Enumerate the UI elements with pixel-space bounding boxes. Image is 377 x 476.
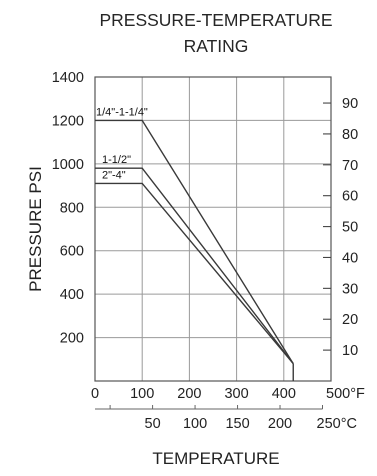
y-axis-right-ticks: 10 20 30 40 50 60 70 80 90	[323, 96, 358, 359]
series-label-3: 2"-4"	[102, 169, 126, 181]
x-tick-label-f: 400	[272, 386, 296, 402]
y-tick-label-right: 20	[342, 312, 358, 328]
x-tick-label-c: 50	[145, 416, 161, 432]
series-labels: 1/4"-1-1/4" 1-1/2" 2"-4"	[96, 106, 148, 181]
x-tick-label-c: 150	[225, 416, 249, 432]
y-tick-label-right: 50	[342, 220, 358, 236]
y-tick-label-left: 1400	[52, 70, 84, 86]
y-axis-left-ticks: 200 400 600 800 1000 1200 1400	[52, 70, 84, 347]
series-line-1	[95, 119, 294, 364]
y-tick-label-left: 400	[60, 287, 84, 303]
x-tick-label-f: 500°F	[326, 386, 365, 402]
x-tick-label-f: 0	[91, 386, 99, 402]
y-tick-label-right: 40	[342, 250, 358, 266]
series-label-2: 1-1/2"	[102, 154, 131, 166]
series-line-2	[95, 167, 294, 365]
y-tick-label-right: 10	[342, 343, 358, 359]
y-tick-label-right: 80	[342, 127, 358, 143]
plot-frame	[94, 76, 332, 382]
y-tick-label-right: 90	[342, 96, 358, 112]
x-tick-label-c: 200	[268, 416, 292, 432]
x-tick-label-f: 300	[224, 386, 248, 402]
y-axis-label: PRESSURE PSI	[26, 166, 45, 292]
y-tick-label-right: 70	[342, 158, 358, 174]
y-tick-label-left: 200	[60, 331, 84, 347]
plot-grid	[95, 77, 331, 381]
y-tick-label-left: 1200	[52, 113, 84, 129]
x-axis-fahrenheit-ticks: 0 100 200 300 400 500°F	[91, 386, 365, 402]
y-tick-label-left: 1000	[52, 157, 84, 173]
series-label-1: 1/4"-1-1/4"	[96, 106, 148, 118]
x-tick-label-f: 100	[130, 386, 154, 402]
y-tick-label-left: 600	[60, 244, 84, 260]
y-tick-label-left: 800	[60, 200, 84, 216]
chart-title-line1: PRESSURE-TEMPERATURE	[99, 10, 332, 30]
x-axis-label: TEMPERATURE	[152, 449, 279, 468]
y-tick-label-right: 60	[342, 189, 358, 205]
series-lines	[95, 119, 294, 381]
x-tick-label-c: 100	[183, 416, 207, 432]
x-axis-celsius-ticks: 50 100 150 200 250°C	[95, 405, 357, 432]
x-tick-label-f: 200	[177, 386, 201, 402]
x-tick-label-c: 250°C	[317, 416, 357, 432]
y-tick-label-right: 30	[342, 281, 358, 297]
series-line-3	[95, 182, 294, 365]
chart-title-line2: RATING	[184, 36, 249, 56]
